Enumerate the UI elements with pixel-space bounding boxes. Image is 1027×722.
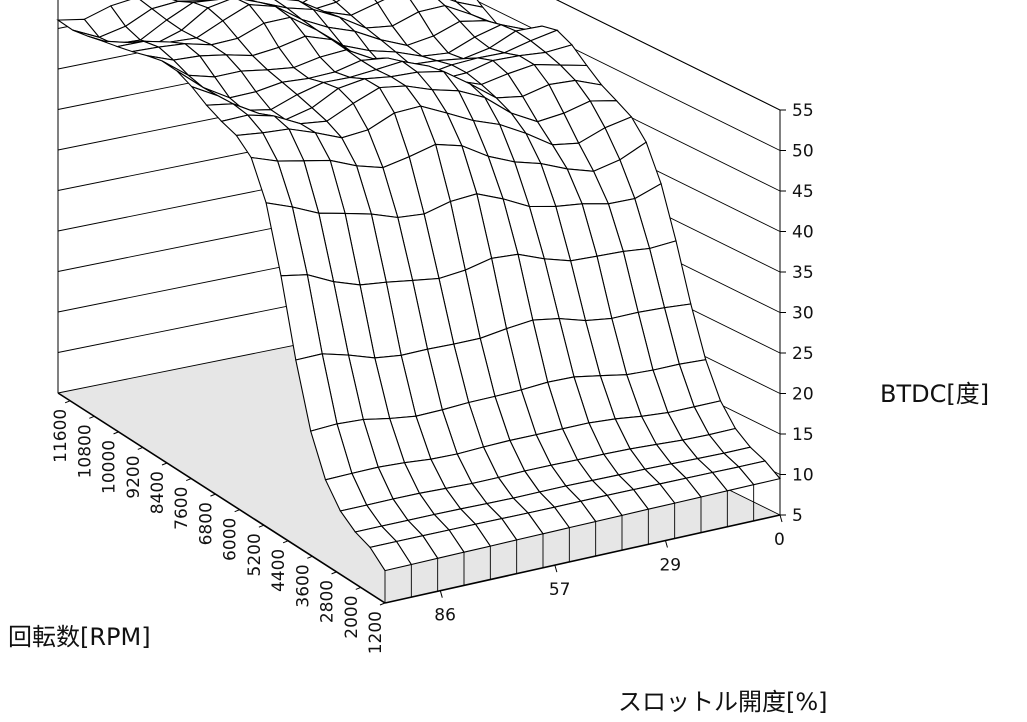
rpm-tick-label: 5200 xyxy=(245,533,265,576)
z-tick-label: 45 xyxy=(792,182,814,202)
rpm-tick-mark xyxy=(307,555,313,559)
rpm-tick-label: 10000 xyxy=(100,440,120,494)
rpm-tick-mark xyxy=(331,571,337,575)
rpm-tick-mark xyxy=(282,540,289,544)
surface-mesh xyxy=(56,0,782,572)
rpm-tick-label: 7600 xyxy=(172,487,192,530)
rpm-tick-label: 8400 xyxy=(148,471,168,514)
rpm-tick-mark xyxy=(258,524,265,528)
z-tick-label: 35 xyxy=(792,263,814,283)
rpm-tick-mark xyxy=(161,462,168,466)
rpm-tick-label: 10800 xyxy=(75,424,95,478)
z-tick-label: 25 xyxy=(792,344,814,364)
throttle-axis-ticks: 0 29 57 86 xyxy=(434,514,785,626)
front-axis-lines xyxy=(57,392,781,604)
z-axis-ticks: 55 50 45 40 35 30 25 20 15 10 5 xyxy=(780,101,814,526)
throttle-tick-mark xyxy=(779,514,783,523)
throttle-axis-title: スロットル開度[%] xyxy=(618,688,828,716)
z-tick-label: 15 xyxy=(792,425,814,445)
z-tick-label: 55 xyxy=(792,101,814,121)
rpm-axis-title: 回転数[RPM] xyxy=(8,623,151,651)
rpm-tick-mark xyxy=(379,602,386,606)
rpm-tick-mark xyxy=(210,493,216,497)
throttle-tick-label: 57 xyxy=(549,580,571,600)
rpm-axis-ticks: 11600 10800 10000 9200 8400 7600 6800 6000 5200 4… xyxy=(51,400,386,654)
throttle-tick-mark xyxy=(664,540,668,548)
rpm-tick-label: 2800 xyxy=(318,580,338,623)
z-tick-label: 40 xyxy=(792,223,814,243)
rpm-tick-mark xyxy=(355,586,361,590)
rpm-tick-mark xyxy=(89,415,95,419)
rpm-tick-label: 6000 xyxy=(221,518,241,561)
rpm-tick-mark xyxy=(186,478,192,482)
surface-cell xyxy=(369,540,413,572)
rpm-tick-label: 6800 xyxy=(196,502,216,545)
throttle-tick-label: 0 xyxy=(774,530,785,550)
rpm-tick-mark xyxy=(113,431,119,435)
z-tick-label: 10 xyxy=(792,466,814,486)
z-tick-label: 30 xyxy=(792,304,814,324)
rpm-tick-mark xyxy=(234,509,240,513)
rpm-tick-label: 2000 xyxy=(342,595,362,638)
rpm-tick-mark xyxy=(64,400,71,404)
z-tick-label: 50 xyxy=(792,142,814,162)
rpm-tick-label: 3600 xyxy=(293,564,313,607)
throttle-tick-mark xyxy=(439,590,443,598)
z-tick-label: 20 xyxy=(792,385,814,405)
rpm-tick-label: 11600 xyxy=(51,409,71,463)
surface-cell xyxy=(449,0,459,4)
throttle-tick-label: 29 xyxy=(659,556,681,576)
z-axis-title: BTDC[度] xyxy=(880,380,989,408)
throttle-tick-label: 86 xyxy=(434,606,456,626)
z-tick-label: 5 xyxy=(792,506,803,526)
rpm-tick-label: 9200 xyxy=(124,455,144,498)
rpm-tick-label: 4400 xyxy=(269,549,289,592)
rpm-tick-label: 1200 xyxy=(366,611,386,654)
throttle-tick-mark xyxy=(554,565,558,573)
rpm-tick-mark xyxy=(137,446,143,450)
